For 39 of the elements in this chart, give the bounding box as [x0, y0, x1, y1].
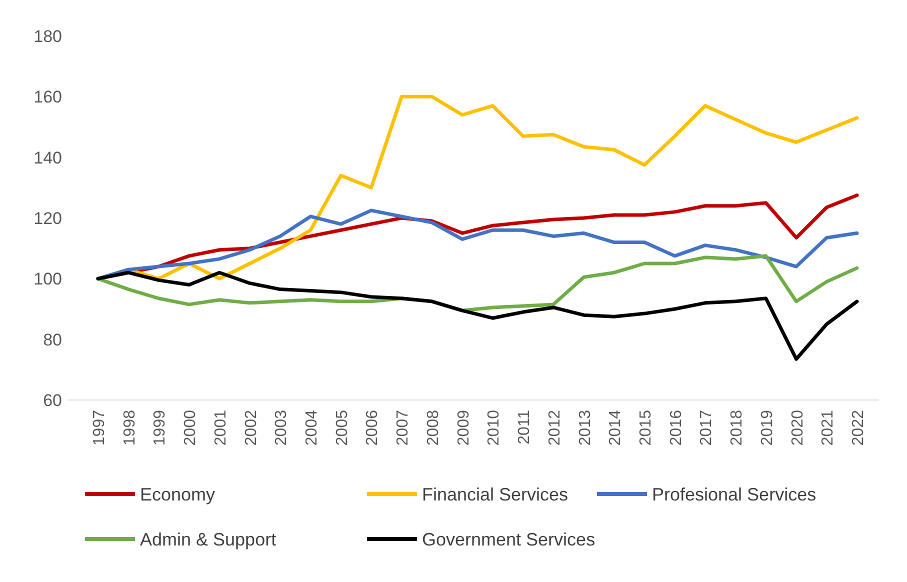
x-tick-label: 2013: [576, 410, 594, 446]
y-tick-label: 60: [43, 390, 62, 410]
legend-label: Financial Services: [422, 484, 568, 504]
x-tick-label: 2007: [394, 410, 412, 446]
x-tick-label: 2003: [273, 410, 290, 446]
x-tick-label: 2002: [242, 410, 260, 446]
legend-label: Profesional Services: [652, 484, 816, 504]
y-tick-label: 100: [34, 270, 62, 289]
x-tick-label: 2009: [455, 410, 472, 446]
y-tick-label: 120: [34, 208, 62, 228]
x-tick-label: 2001: [212, 410, 230, 446]
legend-label: Economy: [140, 484, 216, 504]
x-tick-label: 2016: [668, 410, 685, 446]
line-series: [96, 270, 859, 361]
x-tick-label: 1998: [121, 410, 138, 446]
x-tick-label: 2008: [424, 410, 442, 446]
x-tick-label: 2000: [182, 410, 200, 446]
x-tick-label: 2012: [546, 410, 564, 446]
x-tick-label: 2005: [334, 410, 351, 446]
x-tick-label: 2004: [304, 410, 321, 446]
y-tick-label: 180: [34, 26, 62, 46]
y-tick-label: 160: [34, 88, 62, 107]
legend-label: Admin & Support: [140, 529, 276, 550]
x-tick-label: 1997: [91, 410, 108, 446]
x-tick-label: 1999: [152, 410, 169, 446]
x-tick-label: 2021: [820, 410, 837, 446]
x-tick-label: 2020: [789, 410, 806, 446]
y-tick-label: 140: [34, 148, 62, 168]
y-tick-label: 80: [43, 330, 62, 350]
x-tick-label: 2018: [728, 410, 746, 446]
x-tick-label: 2019: [758, 410, 776, 446]
x-tick-label: 2011: [516, 410, 534, 444]
x-tick-label: 2015: [637, 410, 654, 446]
x-tick-label: 2006: [364, 410, 382, 446]
x-tick-label: 2014: [607, 410, 624, 446]
x-tick-label: 2017: [698, 410, 716, 446]
x-tick-label: 2010: [486, 410, 503, 446]
legend-label: Government Services: [422, 529, 596, 550]
x-tick-label: 2022: [850, 410, 867, 446]
